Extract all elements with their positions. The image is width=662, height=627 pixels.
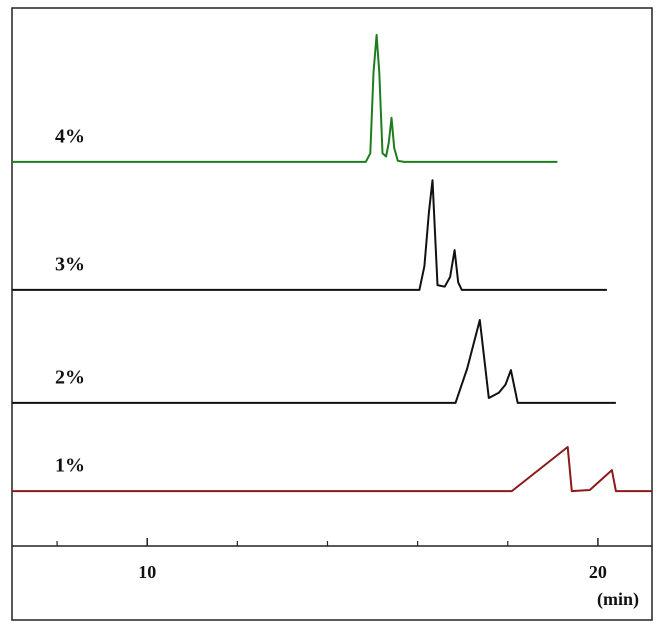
- trace: [12, 179, 607, 291]
- trace: [12, 319, 616, 404]
- series-label: 4%: [55, 125, 85, 147]
- x-tick-label: 20: [589, 562, 607, 582]
- x-axis-label: (min): [597, 589, 639, 610]
- series-label: 2%: [55, 366, 85, 388]
- series-label: 3%: [55, 254, 85, 276]
- x-tick-label: 10: [138, 562, 156, 582]
- trace: [12, 446, 652, 493]
- series-label: 1%: [55, 455, 85, 477]
- frame: [11, 7, 653, 621]
- trace: [12, 33, 558, 163]
